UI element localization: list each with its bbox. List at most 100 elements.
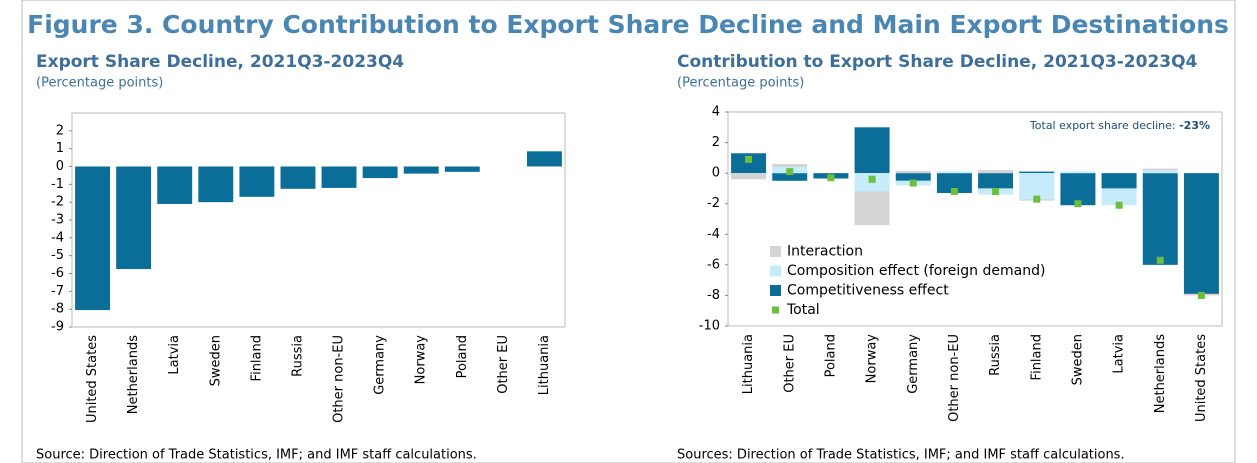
total-marker — [909, 179, 917, 187]
x-tick-label: Other non-EU — [947, 334, 962, 422]
source-note: Sources: Direction of Trade Statistics, … — [677, 448, 1125, 463]
annotation: Total export share decline: -23% — [1029, 119, 1210, 132]
legend-swatch — [770, 246, 781, 257]
bar — [444, 166, 480, 172]
total-marker — [1033, 195, 1041, 203]
x-tick-label: Norway — [414, 335, 429, 385]
legend-label: Competitiveness effect — [787, 283, 949, 299]
bar-segment — [1183, 173, 1219, 294]
bar-segment — [1060, 171, 1096, 174]
total-marker — [992, 187, 1000, 195]
x-tick-label: Other EU — [782, 334, 797, 393]
plot-frame — [727, 111, 1223, 327]
bar-segment — [1019, 173, 1055, 200]
total-marker — [1197, 291, 1205, 299]
total-marker — [868, 175, 876, 183]
bar-segment — [978, 170, 1014, 174]
bar — [321, 166, 357, 188]
legend-label: Interaction — [787, 244, 863, 260]
total-marker — [786, 168, 794, 176]
x-tick-label: Netherlands — [126, 335, 141, 414]
x-tick-label: United States — [85, 335, 100, 423]
bar-segment — [895, 170, 931, 174]
x-tick-label: Netherlands — [1153, 334, 1168, 413]
y-tick-label: -3 — [51, 213, 64, 228]
x-tick-label: Germany — [373, 335, 388, 395]
bar-segment — [731, 173, 767, 180]
x-tick-label: Lithuania — [741, 334, 756, 394]
x-tick-label: Other non-EU — [332, 335, 347, 423]
total-marker — [1074, 200, 1082, 208]
bar — [157, 166, 193, 204]
bar-segment — [1101, 173, 1137, 189]
bar — [116, 166, 152, 270]
total-marker — [745, 155, 753, 163]
x-tick-label: Latvia — [1112, 334, 1127, 374]
bar — [198, 166, 234, 203]
legend-swatch — [770, 285, 781, 296]
legend-label: Total — [786, 302, 820, 318]
x-tick-label: Latvia — [167, 335, 182, 375]
x-tick-label: Poland — [455, 335, 470, 378]
x-tick-label: Norway — [865, 334, 880, 384]
x-tick-label: Russia — [290, 335, 305, 377]
bar-segment — [1060, 173, 1096, 206]
y-tick-label: -6 — [51, 266, 64, 281]
y-tick-label: 0 — [56, 159, 64, 174]
bar-segment — [854, 127, 890, 174]
bar-segment — [731, 153, 767, 174]
y-tick-label: -8 — [707, 288, 720, 303]
bar-segment — [1142, 170, 1178, 174]
frame — [21, 0, 1236, 463]
bar — [280, 166, 316, 189]
x-tick-label: Other EU — [496, 335, 511, 394]
y-tick-label: -8 — [51, 302, 64, 317]
bar-segment — [978, 173, 1014, 189]
y-tick-label: -1 — [51, 177, 64, 192]
y-tick-label: -4 — [51, 230, 64, 245]
annotation-value: -23% — [1179, 119, 1210, 132]
bar-segment — [854, 191, 890, 226]
source-note: Source: Direction of Trade Statistics, I… — [36, 448, 477, 463]
y-tick-label: -2 — [51, 195, 64, 210]
x-tick-label: Germany — [906, 334, 921, 394]
y-tick-label: -5 — [51, 248, 64, 263]
bar-segment — [772, 163, 808, 168]
y-tick-label: -4 — [707, 227, 720, 242]
bar — [362, 166, 398, 179]
total-marker — [950, 187, 958, 195]
x-tick-label: Russia — [988, 334, 1003, 376]
x-tick-label: Sweden — [1070, 334, 1085, 385]
bar-segment — [772, 173, 808, 181]
chart-title: Contribution to Export Share Decline, 20… — [677, 52, 1198, 72]
y-tick-label: 1 — [56, 141, 64, 156]
y-tick-label: 2 — [712, 135, 720, 150]
y-tick-label: -7 — [51, 284, 64, 299]
y-tick-label: 4 — [712, 105, 720, 120]
bar-segment — [936, 173, 972, 194]
legend-swatch — [770, 265, 781, 277]
chart-subtitle: (Percentage points) — [36, 76, 163, 91]
bar-segment — [936, 171, 972, 174]
y-tick-label: -2 — [707, 196, 720, 211]
x-tick-label: United States — [1194, 334, 1209, 422]
y-tick-label: -6 — [707, 257, 720, 272]
bar-segment — [1101, 188, 1137, 206]
total-marker — [827, 174, 835, 182]
x-tick-label: Finland — [1029, 334, 1044, 380]
y-tick-label: -10 — [699, 319, 720, 334]
bar — [403, 166, 439, 174]
bar-segment — [895, 173, 931, 181]
x-tick-label: Lithuania — [537, 335, 552, 395]
figure-title: Figure 3. Country Contribution to Export… — [27, 10, 1229, 39]
bar — [526, 151, 562, 167]
x-tick-label: Finland — [249, 335, 264, 381]
bar-segment — [1019, 171, 1055, 174]
y-tick-label: -9 — [51, 320, 64, 335]
total-marker — [1156, 256, 1164, 264]
x-tick-label: Poland — [823, 334, 838, 377]
bar — [239, 166, 275, 197]
chart-title: Export Share Decline, 2021Q3-2023Q4 — [36, 52, 404, 72]
legend-swatch — [772, 306, 779, 314]
